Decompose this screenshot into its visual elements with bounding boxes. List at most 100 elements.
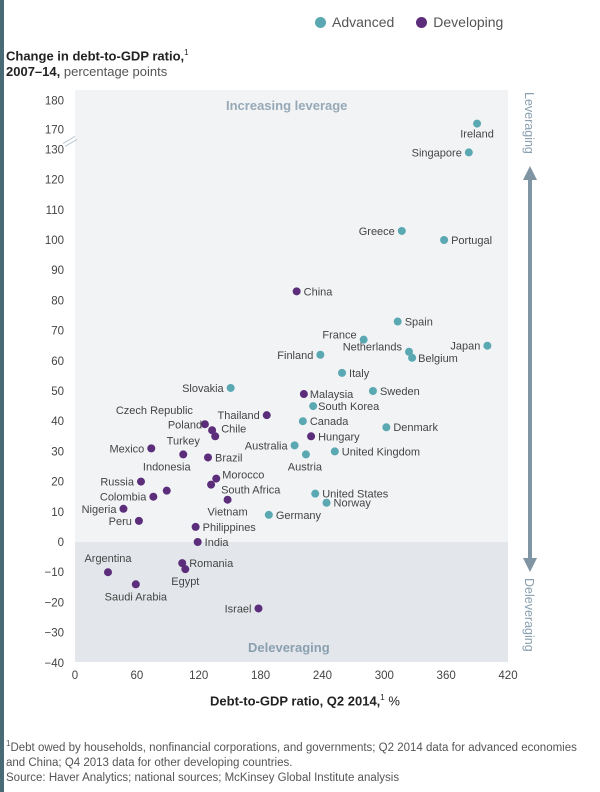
- point-marker-singapore: [464, 148, 473, 157]
- data-point-argentina: Argentina: [84, 553, 132, 577]
- data-point-russia: Russia: [100, 477, 145, 489]
- point-marker-united-states: [311, 489, 320, 498]
- data-point-egypt: Egypt: [171, 565, 199, 588]
- y-tick-label: 170: [45, 124, 64, 136]
- point-marker-peru: [134, 516, 143, 525]
- point-label-china: China: [304, 286, 334, 298]
- legend-item-advanced: Advanced: [315, 14, 394, 30]
- point-label-austria: Austria: [288, 461, 323, 473]
- legend: Advanced Developing: [315, 14, 503, 30]
- point-label-russia: Russia: [100, 477, 135, 489]
- point-label-romania: Romania: [189, 558, 234, 570]
- data-point-peru: Peru: [109, 516, 143, 528]
- point-label-japan: Japan: [450, 341, 480, 353]
- legend-item-developing: Developing: [416, 14, 503, 30]
- point-label-france: France: [322, 330, 356, 342]
- data-point-france: France: [322, 330, 368, 344]
- y-title-period: 2007–14,: [6, 64, 61, 80]
- y-tick-label: 20: [51, 477, 64, 489]
- y-tick-label: 80: [51, 295, 64, 307]
- point-label-vietnam: Vietnam: [208, 507, 248, 519]
- point-label-brazil: Brazil: [215, 452, 243, 464]
- data-point-spain: Spain: [393, 317, 433, 329]
- y-tick-label: −40: [44, 658, 64, 670]
- point-marker-thailand: [262, 411, 271, 420]
- data-point-united-kingdom: United Kingdom: [330, 446, 420, 458]
- point-marker-finland: [316, 350, 325, 359]
- point-marker-hungary: [307, 432, 316, 441]
- data-point-italy: Italy: [338, 368, 370, 380]
- point-marker-ireland: [473, 119, 482, 128]
- point-label-chile: Chile: [221, 423, 246, 435]
- data-point-united-states: United States: [311, 489, 389, 501]
- point-label-united-states: United States: [322, 489, 389, 501]
- data-point-finland: Finland: [277, 350, 325, 362]
- y-tick-label: 70: [51, 326, 64, 338]
- point-label-hungary: Hungary: [318, 431, 360, 443]
- data-point-slovakia: Slovakia: [182, 383, 235, 395]
- data-point-germany: Germany: [264, 510, 322, 522]
- point-label-greece: Greece: [359, 226, 395, 238]
- point-label-finland: Finland: [277, 350, 313, 362]
- x-tick-label: 180: [251, 670, 270, 682]
- x-axis-title: Debt-to-GDP ratio, Q2 2014,1 %: [0, 693, 600, 708]
- x-title-main: Debt-to-GDP ratio, Q2 2014,: [210, 693, 381, 709]
- point-label-belgium: Belgium: [418, 353, 458, 365]
- data-point-turkey: Turkey: [167, 435, 200, 459]
- point-label-nigeria: Nigeria: [82, 504, 118, 516]
- data-point-poland: Poland: [168, 419, 217, 435]
- point-marker-south-korea: [309, 402, 318, 411]
- x-tick-label: 300: [375, 670, 394, 682]
- data-point-sweden: Sweden: [368, 386, 420, 398]
- legend-label-developing: Developing: [433, 14, 504, 30]
- y-tick-label: −10: [44, 567, 64, 579]
- point-label-israel: Israel: [225, 603, 252, 615]
- point-label-morocco: Morocco: [222, 470, 264, 482]
- arrow-down-icon: [523, 558, 537, 572]
- point-marker-spain: [393, 317, 402, 326]
- y-tick-label: 50: [51, 386, 64, 398]
- data-point-colombia: Colombia: [100, 492, 158, 504]
- data-point-chile: Chile: [211, 423, 246, 441]
- data-point-brazil: Brazil: [203, 452, 243, 464]
- point-label-germany: Germany: [276, 510, 322, 522]
- left-accent-bar: [0, 0, 4, 792]
- point-marker-denmark: [382, 423, 391, 432]
- point-marker-united-kingdom: [330, 447, 339, 456]
- region-label-increasing-leverage: Increasing leverage: [226, 98, 347, 113]
- point-marker-nigeria: [119, 504, 128, 513]
- point-marker-israel: [254, 604, 263, 613]
- data-point-morocco: Morocco: [212, 470, 264, 483]
- arrow-up-icon: [523, 166, 537, 180]
- y-tick-label: 90: [51, 265, 64, 277]
- data-point-canada: Canada: [298, 416, 349, 428]
- region-deleveraging: [75, 542, 508, 662]
- y-tick-label: 0: [58, 537, 64, 549]
- point-label-argentina: Argentina: [84, 553, 132, 565]
- point-marker-czech-republic: [200, 420, 209, 429]
- data-point-south-korea: South Korea: [309, 401, 380, 413]
- point-marker-chile: [211, 432, 220, 441]
- point-label-portugal: Portugal: [451, 235, 492, 247]
- point-label-south-africa: South Africa: [221, 485, 281, 497]
- point-label-poland: Poland: [168, 419, 202, 431]
- data-point-philippines: Philippines: [191, 522, 256, 534]
- x-tick-label: 420: [498, 670, 517, 682]
- data-point-ireland: Ireland: [460, 119, 494, 141]
- point-label-ireland: Ireland: [460, 129, 494, 141]
- data-point-saudi-arabia: Saudi Arabia: [105, 580, 168, 603]
- point-marker-morocco: [212, 474, 221, 483]
- x-tick-label: 0: [72, 670, 78, 682]
- y-tick-label: 10: [51, 507, 64, 519]
- point-marker-portugal: [440, 236, 449, 244]
- y-tick-label: 110: [46, 205, 64, 217]
- point-marker-poland: [208, 426, 217, 435]
- x-title-unit: %: [388, 693, 400, 709]
- data-point-romania: Romania: [178, 558, 234, 570]
- data-point-japan: Japan: [450, 341, 492, 353]
- y-tick-label: 40: [51, 416, 64, 428]
- point-marker-greece: [397, 226, 406, 235]
- leverage-double-arrow: Leveraging Deleveraging: [522, 92, 537, 652]
- point-label-egypt: Egypt: [171, 576, 199, 588]
- point-marker-romania: [178, 559, 187, 568]
